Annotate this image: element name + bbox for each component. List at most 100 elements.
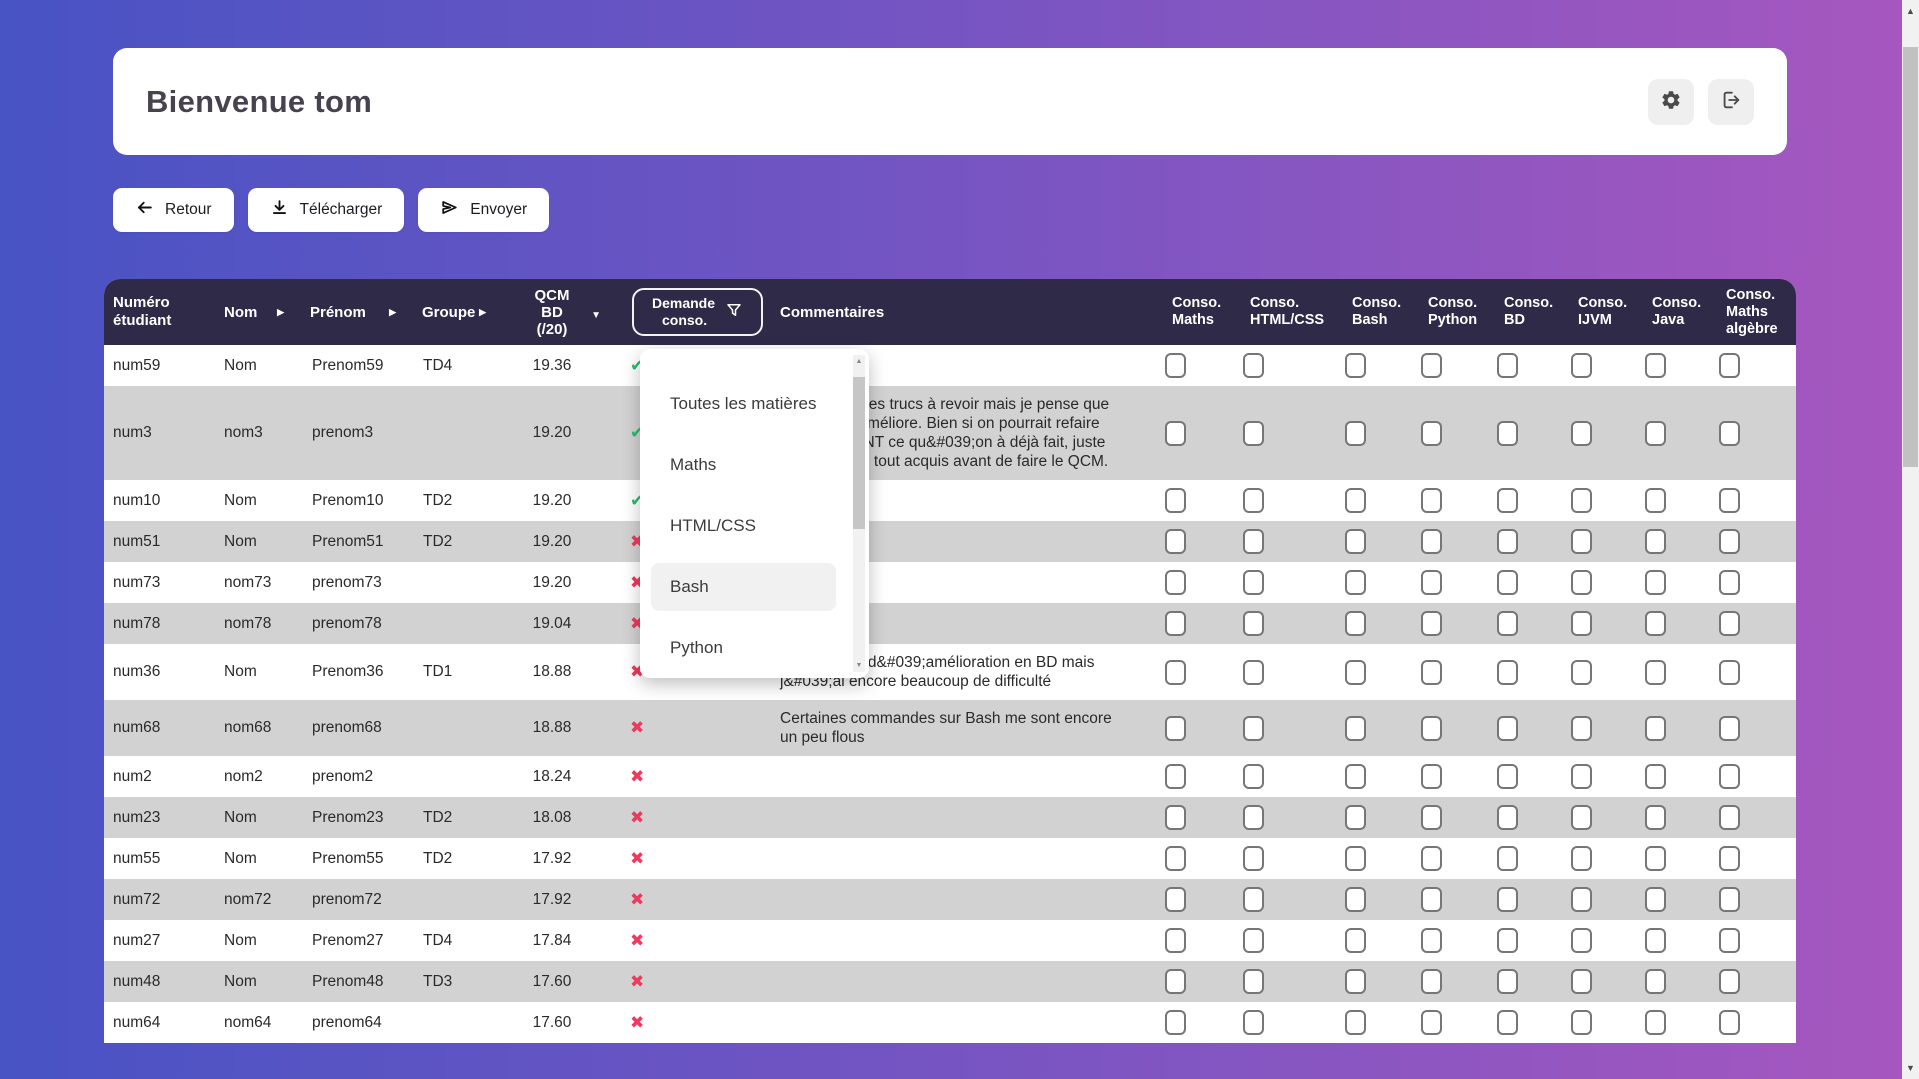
conso-checkbox[interactable] [1345,529,1366,554]
scroll-down-icon[interactable]: ▼ [1906,1063,1915,1073]
conso-checkbox[interactable] [1345,887,1366,912]
conso-checkbox[interactable] [1165,887,1186,912]
filter-option-label[interactable]: Python [670,638,723,657]
conso-checkbox[interactable] [1243,715,1264,741]
conso-checkbox[interactable] [1165,764,1186,789]
conso-checkbox[interactable] [1571,611,1592,636]
conso-checkbox[interactable] [1719,887,1740,912]
conso-checkbox[interactable] [1243,1010,1264,1035]
conso-checkbox[interactable] [1421,570,1442,595]
conso-checkbox[interactable] [1165,353,1186,378]
conso-checkbox[interactable] [1571,715,1592,741]
filter-option-label[interactable]: Bash [651,563,836,611]
conso-checkbox[interactable] [1497,764,1518,789]
back-button[interactable]: Retour [113,188,234,232]
download-button[interactable]: Télécharger [247,188,405,232]
conso-checkbox[interactable] [1719,659,1740,685]
conso-checkbox[interactable] [1165,488,1186,513]
conso-checkbox[interactable] [1497,353,1518,378]
settings-button[interactable] [1648,78,1694,125]
conso-checkbox[interactable] [1421,928,1442,953]
conso-checkbox[interactable] [1645,488,1666,513]
conso-checkbox[interactable] [1345,420,1366,446]
conso-checkbox[interactable] [1497,659,1518,685]
conso-checkbox[interactable] [1571,928,1592,953]
conso-checkbox[interactable] [1421,529,1442,554]
conso-checkbox[interactable] [1243,611,1264,636]
conso-checkbox[interactable] [1497,887,1518,912]
conso-checkbox[interactable] [1243,805,1264,830]
send-button[interactable]: Envoyer [418,188,550,232]
conso-checkbox[interactable] [1345,764,1366,789]
conso-checkbox[interactable] [1645,659,1666,685]
conso-checkbox[interactable] [1719,715,1740,741]
conso-checkbox[interactable] [1345,353,1366,378]
conso-checkbox[interactable] [1571,1010,1592,1035]
column-header-groupe[interactable]: Groupe ▶ [422,303,486,321]
conso-checkbox[interactable] [1243,928,1264,953]
conso-checkbox[interactable] [1243,488,1264,513]
conso-checkbox[interactable] [1645,764,1666,789]
column-header-qcm-bd[interactable]: QCM BD (/20) ▼ [534,286,602,338]
sort-arrow-down-icon[interactable]: ▼ [591,310,601,321]
conso-checkbox[interactable] [1645,928,1666,953]
conso-checkbox[interactable] [1165,611,1186,636]
conso-checkbox[interactable] [1645,570,1666,595]
column-header-prenom[interactable]: Prénom ▶ [310,303,396,321]
conso-checkbox[interactable] [1571,805,1592,830]
filter-option[interactable]: HTML/CSS [640,496,869,557]
conso-checkbox[interactable] [1165,846,1186,871]
conso-checkbox[interactable] [1645,529,1666,554]
conso-checkbox[interactable] [1645,969,1666,994]
filter-option[interactable]: Toutes les matières [640,374,869,435]
conso-checkbox[interactable] [1571,659,1592,685]
conso-checkbox[interactable] [1497,488,1518,513]
conso-checkbox[interactable] [1571,353,1592,378]
page-scrollbar[interactable]: ▲ ▼ [1902,0,1919,1079]
conso-checkbox[interactable] [1421,764,1442,789]
conso-checkbox[interactable] [1719,1010,1740,1035]
conso-checkbox[interactable] [1345,570,1366,595]
conso-checkbox[interactable] [1497,420,1518,446]
conso-checkbox[interactable] [1165,659,1186,685]
dropdown-scrollbar-thumb[interactable] [853,377,865,529]
conso-checkbox[interactable] [1719,928,1740,953]
conso-checkbox[interactable] [1719,420,1740,446]
conso-checkbox[interactable] [1345,928,1366,953]
sort-arrow-icon[interactable]: ▶ [389,306,396,317]
conso-checkbox[interactable] [1165,969,1186,994]
conso-checkbox[interactable] [1497,570,1518,595]
conso-checkbox[interactable] [1497,846,1518,871]
conso-checkbox[interactable] [1345,715,1366,741]
conso-checkbox[interactable] [1421,969,1442,994]
conso-checkbox[interactable] [1165,570,1186,595]
conso-checkbox[interactable] [1571,969,1592,994]
filter-option-label[interactable]: HTML/CSS [670,516,756,535]
conso-checkbox[interactable] [1571,529,1592,554]
conso-checkbox[interactable] [1345,805,1366,830]
sort-arrow-icon[interactable]: ▶ [277,306,284,317]
conso-checkbox[interactable] [1243,764,1264,789]
logout-button[interactable] [1708,78,1754,125]
conso-checkbox[interactable] [1571,764,1592,789]
conso-checkbox[interactable] [1497,715,1518,741]
conso-checkbox[interactable] [1421,887,1442,912]
scroll-down-icon[interactable]: ▼ [855,662,863,669]
conso-checkbox[interactable] [1421,420,1442,446]
conso-checkbox[interactable] [1719,764,1740,789]
conso-checkbox[interactable] [1719,805,1740,830]
sort-arrow-icon[interactable]: ▶ [479,306,486,317]
conso-checkbox[interactable] [1571,846,1592,871]
conso-checkbox[interactable] [1165,805,1186,830]
conso-checkbox[interactable] [1645,715,1666,741]
conso-checkbox[interactable] [1719,570,1740,595]
conso-checkbox[interactable] [1421,611,1442,636]
scroll-up-icon[interactable]: ▲ [1906,6,1915,16]
conso-checkbox[interactable] [1243,846,1264,871]
conso-checkbox[interactable] [1719,488,1740,513]
conso-checkbox[interactable] [1345,611,1366,636]
conso-checkbox[interactable] [1571,570,1592,595]
conso-checkbox[interactable] [1719,969,1740,994]
filter-option-label[interactable]: Toutes les matières [670,394,817,413]
filter-option[interactable]: Bash [640,557,869,618]
